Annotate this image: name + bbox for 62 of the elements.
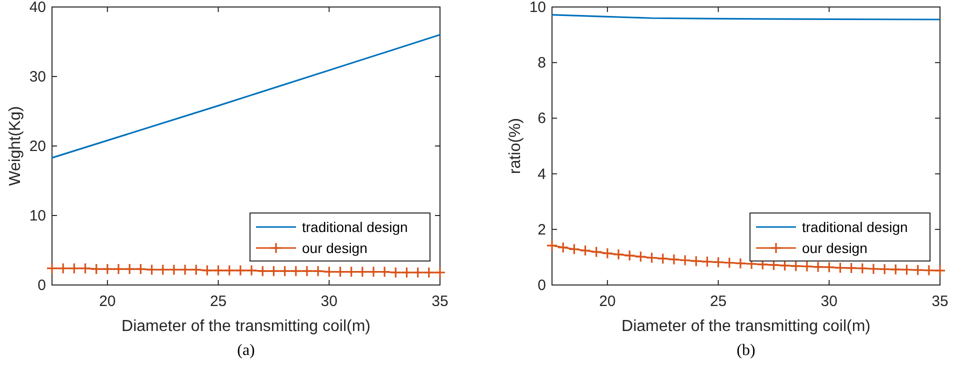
x-tick-label: 25: [710, 293, 727, 310]
point: [557, 242, 569, 254]
point: [612, 248, 624, 260]
legend-label: our design: [302, 240, 368, 256]
y-axis-title: Weight(Kg): [7, 106, 24, 186]
y-tick-label: 8: [538, 54, 546, 72]
point: [801, 260, 813, 272]
point: [646, 252, 658, 264]
y-tick-label: 30: [29, 68, 46, 86]
point: [812, 261, 824, 273]
point: [679, 254, 691, 266]
y-tick-label: 40: [29, 0, 46, 16]
x-tick-label: 20: [99, 293, 116, 310]
y-tick-label: 6: [538, 110, 546, 128]
y-tick-label: 20: [29, 138, 46, 155]
point: [724, 256, 736, 269]
point: [923, 264, 935, 276]
point: [634, 250, 646, 262]
x-tick-label: 35: [932, 293, 948, 310]
y-tick-label: 2: [538, 221, 546, 238]
point: [834, 262, 846, 274]
x-tick-label: 30: [320, 293, 338, 310]
y-tick-label: 10: [29, 208, 46, 224]
line-series: [51, 34, 441, 159]
legend-label: traditional design: [802, 219, 908, 235]
point: [856, 262, 868, 274]
point: [734, 258, 746, 270]
x-tick-label: 30: [820, 293, 838, 310]
x-tick-label: 20: [599, 293, 616, 310]
point: [912, 264, 924, 276]
legend-label: our design: [802, 240, 868, 256]
x-axis-title: Diameter of the transmitting coil(m): [122, 318, 370, 335]
point: [890, 264, 902, 276]
point: [868, 263, 880, 275]
point: [790, 260, 802, 272]
point: [579, 244, 592, 256]
point: [624, 250, 636, 262]
y-tick-label: 0: [38, 277, 46, 294]
text: (b): [736, 342, 756, 359]
point: [823, 261, 835, 274]
point: [568, 243, 580, 255]
y-tick-label: 4: [538, 166, 546, 183]
y-axis-title: ratio(%): [507, 118, 524, 174]
point: [878, 263, 890, 275]
x-axis-title: Diameter of the transmitting coil(m): [622, 318, 870, 335]
point: [546, 240, 558, 252]
x-tick-label: 25: [210, 293, 227, 310]
y-tick-label: 0: [538, 277, 546, 294]
y-tick-label: 10: [529, 0, 546, 16]
legend-label: traditional design: [302, 219, 408, 235]
point: [900, 264, 913, 276]
point: [934, 264, 946, 276]
point: [602, 248, 614, 260]
point: [690, 255, 702, 267]
point: [712, 256, 724, 268]
point: [846, 262, 858, 274]
point: [701, 256, 713, 268]
point: [590, 246, 602, 258]
point: [668, 254, 680, 266]
x-tick-label: 35: [432, 293, 448, 310]
text: (a): [237, 342, 255, 359]
point: [657, 252, 669, 264]
